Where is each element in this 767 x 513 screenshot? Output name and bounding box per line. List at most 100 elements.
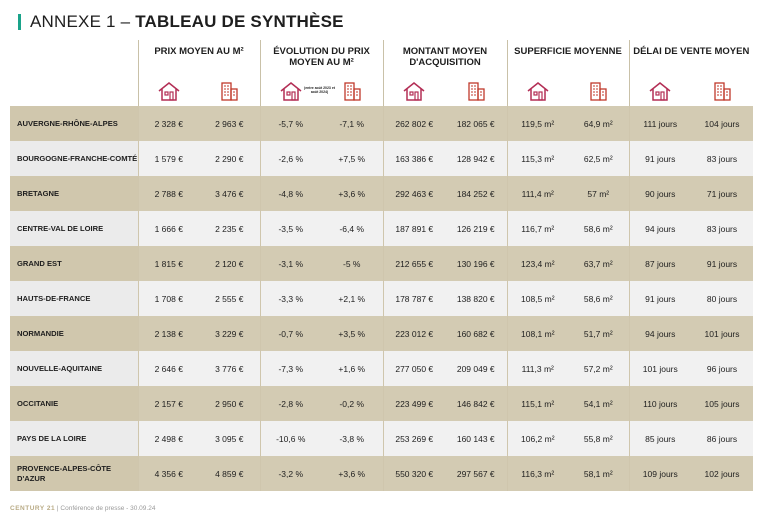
table-cell: -5 %: [321, 246, 384, 281]
table-cell: -5,7 %: [259, 106, 321, 141]
table-cell: 101 jours: [691, 316, 754, 351]
region-name: BOURGOGNE-FRANCHE-COMTÉ: [10, 141, 138, 176]
table-cell: 111,3 m²: [506, 351, 569, 386]
apartment-building-icon: [221, 82, 238, 101]
table-cell: 115,3 m²: [506, 141, 569, 176]
table-cell: -4,8 %: [259, 176, 321, 211]
region-name: GRAND EST: [10, 246, 138, 281]
table-cell: -2,6 %: [259, 141, 321, 176]
table-cell: 83 jours: [691, 141, 754, 176]
table-body: AUVERGNE-RHÔNE-ALPES 2 328 €2 963 € -5,7 %…: [10, 106, 754, 491]
table-cell: 71 jours: [691, 176, 754, 211]
table-cell: -3,1 %: [259, 246, 321, 281]
table-cell: -3,8 %: [321, 421, 384, 456]
table-cell: 262 802 €: [382, 106, 446, 141]
table-row: PROVENCE-ALPES-CÔTE D'AZUR 4 356 €4 859 €…: [10, 456, 754, 491]
table-cell: 126 219 €: [445, 211, 508, 246]
table-cell: 2 963 €: [199, 106, 260, 141]
synthesis-table: PRIX MOYEN AU M² ÉVOLUTION DU PRIX MOYEN…: [10, 40, 754, 491]
table-cell: 83 jours: [691, 211, 754, 246]
header-price-evolution: ÉVOLUTION DU PRIX MOYEN AU M² (entre aoû…: [259, 40, 384, 106]
region-name: CENTRE-VAL DE LOIRE: [10, 211, 138, 246]
house-icon: [158, 82, 180, 101]
table-cell: 119,5 m²: [506, 106, 569, 141]
table-cell: 2 120 €: [199, 246, 260, 281]
table-cell: 55,8 m²: [568, 421, 630, 456]
header-icons: [508, 80, 629, 102]
region-name: NORMANDIE: [10, 316, 138, 351]
table-cell: -3,2 %: [259, 456, 321, 491]
apartment-building-icon: [714, 82, 731, 101]
table-cell: +1,6 %: [321, 351, 384, 386]
header-average-surface: SUPERFICIE MOYENNE: [506, 40, 630, 106]
table-cell: -0,7 %: [259, 316, 321, 351]
header-empty: [10, 40, 138, 106]
table-row: AUVERGNE-RHÔNE-ALPES 2 328 €2 963 € -5,7 %…: [10, 106, 754, 141]
table-cell: -0,2 %: [321, 386, 384, 421]
table-cell: -6,4 %: [321, 211, 384, 246]
table-cell: 2 290 €: [199, 141, 260, 176]
table-cell: 111 jours: [628, 106, 692, 141]
table-cell: 91 jours: [628, 141, 692, 176]
table-cell: 116,7 m²: [506, 211, 569, 246]
table-cell: 277 050 €: [382, 351, 446, 386]
table-cell: 2 328 €: [137, 106, 199, 141]
table-header-row: PRIX MOYEN AU M² ÉVOLUTION DU PRIX MOYEN…: [10, 40, 754, 106]
apartment-building-icon: [344, 82, 361, 101]
table-cell: 2 157 €: [137, 386, 199, 421]
table-cell: 3 095 €: [199, 421, 260, 456]
house-icon: [403, 82, 425, 101]
header-label: ÉVOLUTION DU PRIX MOYEN AU M²: [273, 46, 370, 68]
table-cell: 146 842 €: [445, 386, 508, 421]
table-row: GRAND EST 1 815 €2 120 € -3,1 % -5 % 212 655…: [10, 246, 754, 281]
table-cell: 187 891 €: [382, 211, 446, 246]
table-cell: -3,5 %: [259, 211, 321, 246]
table-cell: +2,1 %: [321, 281, 384, 316]
table-cell: 178 787 €: [382, 281, 446, 316]
table-row: NORMANDIE 2 138 €3 229 € -0,7 % +3,5 % 223 0…: [10, 316, 754, 351]
header-acquisition-amount: MONTANT MOYEN D'ACQUISITION: [382, 40, 508, 106]
region-name: OCCITANIE: [10, 386, 138, 421]
table-cell: 96 jours: [691, 351, 754, 386]
brand-logo: CENTURY 21: [10, 505, 56, 512]
table-cell: 90 jours: [628, 176, 692, 211]
table-cell: 57,2 m²: [568, 351, 630, 386]
region-name: HAUTS-DE-FRANCE: [10, 281, 138, 316]
table-cell: +3,5 %: [321, 316, 384, 351]
table-cell: 3 229 €: [199, 316, 260, 351]
table-cell: 51,7 m²: [568, 316, 630, 351]
table-cell: 123,4 m²: [506, 246, 569, 281]
table-cell: -3,3 %: [259, 281, 321, 316]
table-cell: 160 682 €: [445, 316, 508, 351]
table-cell: 2 555 €: [199, 281, 260, 316]
table-row: HAUTS-DE-FRANCE 1 708 €2 555 € -3,3 % +2,1 …: [10, 281, 754, 316]
table-cell: 54,1 m²: [568, 386, 630, 421]
table-cell: +3,6 %: [321, 176, 384, 211]
table-cell: 111,4 m²: [506, 176, 569, 211]
table-cell: 101 jours: [628, 351, 692, 386]
region-name: NOUVELLE-AQUITAINE: [10, 351, 138, 386]
table-row: PAYS DE LA LOIRE 2 498 €3 095 € -10,6 % -3,…: [10, 421, 754, 456]
table-cell: 223 499 €: [382, 386, 446, 421]
page-title-area: ANNEXE 1 – TABLEAU DE SYNTHÈSE: [18, 10, 344, 34]
table-cell: 253 269 €: [382, 421, 446, 456]
table-cell: 3 776 €: [199, 351, 260, 386]
header-icons: [384, 80, 507, 102]
table-row: OCCITANIE 2 157 €2 950 € -2,8 % -0,2 % 223 4…: [10, 386, 754, 421]
accent-bar: [18, 14, 21, 30]
table-cell: 2 950 €: [199, 386, 260, 421]
region-name: BRETAGNE: [10, 176, 138, 211]
table-cell: 86 jours: [691, 421, 754, 456]
header-icons: [630, 80, 754, 102]
header-note: (entre août 2023 et août 2024): [304, 86, 335, 94]
table-cell: 2 646 €: [137, 351, 199, 386]
table-cell: 184 252 €: [445, 176, 508, 211]
table-cell: 58,6 m²: [568, 211, 630, 246]
table-cell: 91 jours: [628, 281, 692, 316]
table-cell: 138 820 €: [445, 281, 508, 316]
title-prefix: ANNEXE 1 –: [30, 12, 136, 31]
table-cell: 108,5 m²: [506, 281, 569, 316]
footer-text: | Conférence de presse - 30.09.24: [55, 505, 156, 512]
region-name: PAYS DE LA LOIRE: [10, 421, 138, 456]
header-label: MONTANT MOYEN D'ACQUISITION: [402, 46, 488, 68]
